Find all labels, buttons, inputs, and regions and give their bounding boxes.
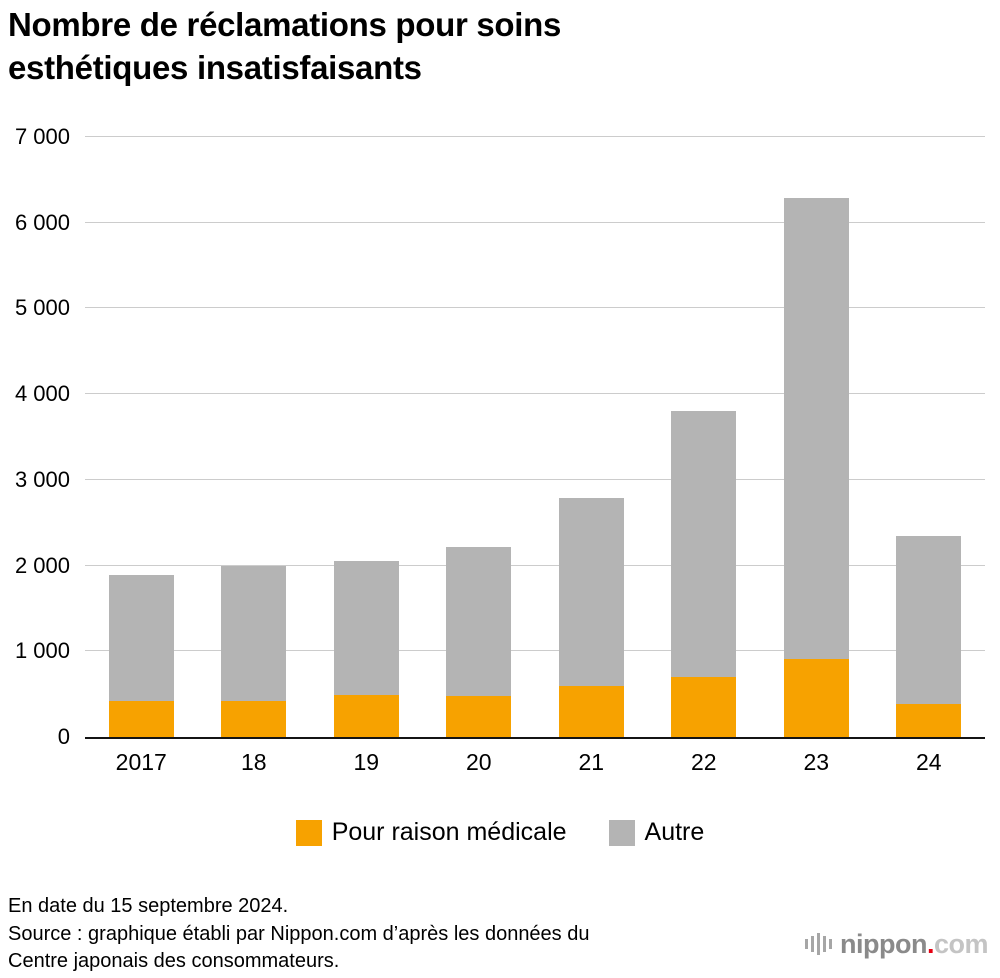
bar-group [423,137,536,737]
legend-item: Pour raison médicale [295,818,567,847]
bar-group [760,137,873,737]
x-tick-label: 18 [240,749,267,775]
y-axis: 0 1 000 2 000 3 000 4 000 5 000 6 000 7 000 [0,124,70,749]
x-axis-labels: 2017 18 19 20 21 22 23 24 [85,749,985,776]
gridline [85,564,985,566]
chart-title: Nombre de réclamations pour soins esthét… [8,4,561,90]
gridline [85,307,985,309]
chart-title-line-2: esthétiques insatisfaisants [8,48,422,86]
legend-label: Autre [644,818,705,846]
x-tick-label: 20 [465,749,492,775]
x-tick-label: 19 [353,749,380,775]
gridline [85,136,985,137]
note-date: En date du 15 septembre 2024. [8,895,289,917]
nippon-logo: nippon.com [804,928,989,960]
chart-title-line-1: Nombre de réclamations pour soins [8,6,562,43]
bar-group [198,137,311,737]
gridline [85,478,985,480]
bars [85,137,985,737]
bar-segment-autre [446,546,512,696]
nippon-logo-text: nippon.com [839,928,989,960]
y-tick-label: 3 000 [14,466,70,492]
bar-group [85,137,198,737]
x-tick-label: 21 [578,749,605,775]
y-tick-label: 0 [57,724,70,749]
bar-segment-autre [783,197,849,659]
bar-segment-raison-medicale [333,695,399,737]
note-source-line-1: Source : graphique établi par Nippon.com… [8,922,590,945]
legend-swatch [295,819,322,846]
bar-segment-raison-medicale [446,695,512,737]
y-tick-label: 5 000 [14,295,70,321]
gridline [85,650,985,652]
note-source-line-2: Centre japonais des consommateurs. [8,950,340,973]
nippon-logo-icon [804,933,832,955]
y-tick-label: 7 000 [14,124,70,149]
x-tick-label: 22 [690,749,717,775]
y-tick-label: 6 000 [14,209,70,235]
bar-segment-raison-medicale [558,685,624,737]
bar-segment-raison-medicale [896,704,962,737]
x-tick-label: 23 [803,749,830,775]
y-tick-label: 4 000 [14,381,70,407]
bar-segment-autre [558,497,624,686]
legend-label: Pour raison médicale [331,818,567,846]
y-tick-label: 1 000 [14,638,70,664]
x-tick-label: 2017 [115,749,167,775]
bar-segment-autre [108,575,174,701]
bar-group [535,137,648,737]
bar-segment-raison-medicale [221,701,287,737]
bar-group [873,137,986,737]
bar-segment-autre [671,411,737,677]
logo-name: nippon [839,928,927,959]
legend: Pour raison médicale Autre [0,818,1000,847]
footer-notes: En date du 15 septembre 2024. Source : g… [8,893,589,976]
bar-group [310,137,423,737]
gridline [85,221,985,223]
logo-dot: . [926,928,935,959]
legend-item: Autre [608,818,705,847]
legend-swatch [608,819,635,846]
bar-segment-raison-medicale [108,701,174,737]
bar-segment-raison-medicale [671,677,737,737]
logo-tld: com [933,928,989,959]
y-tick-label: 2 000 [14,552,70,578]
gridline [85,393,985,395]
bar-segment-autre [221,565,287,701]
bar-segment-autre [333,561,399,695]
gridlines [85,136,985,737]
bar-group [648,137,761,737]
bar-segment-raison-medicale [783,659,849,737]
bar-segment-autre [896,536,962,705]
plot-area [85,136,985,739]
x-tick-label: 24 [915,749,942,775]
